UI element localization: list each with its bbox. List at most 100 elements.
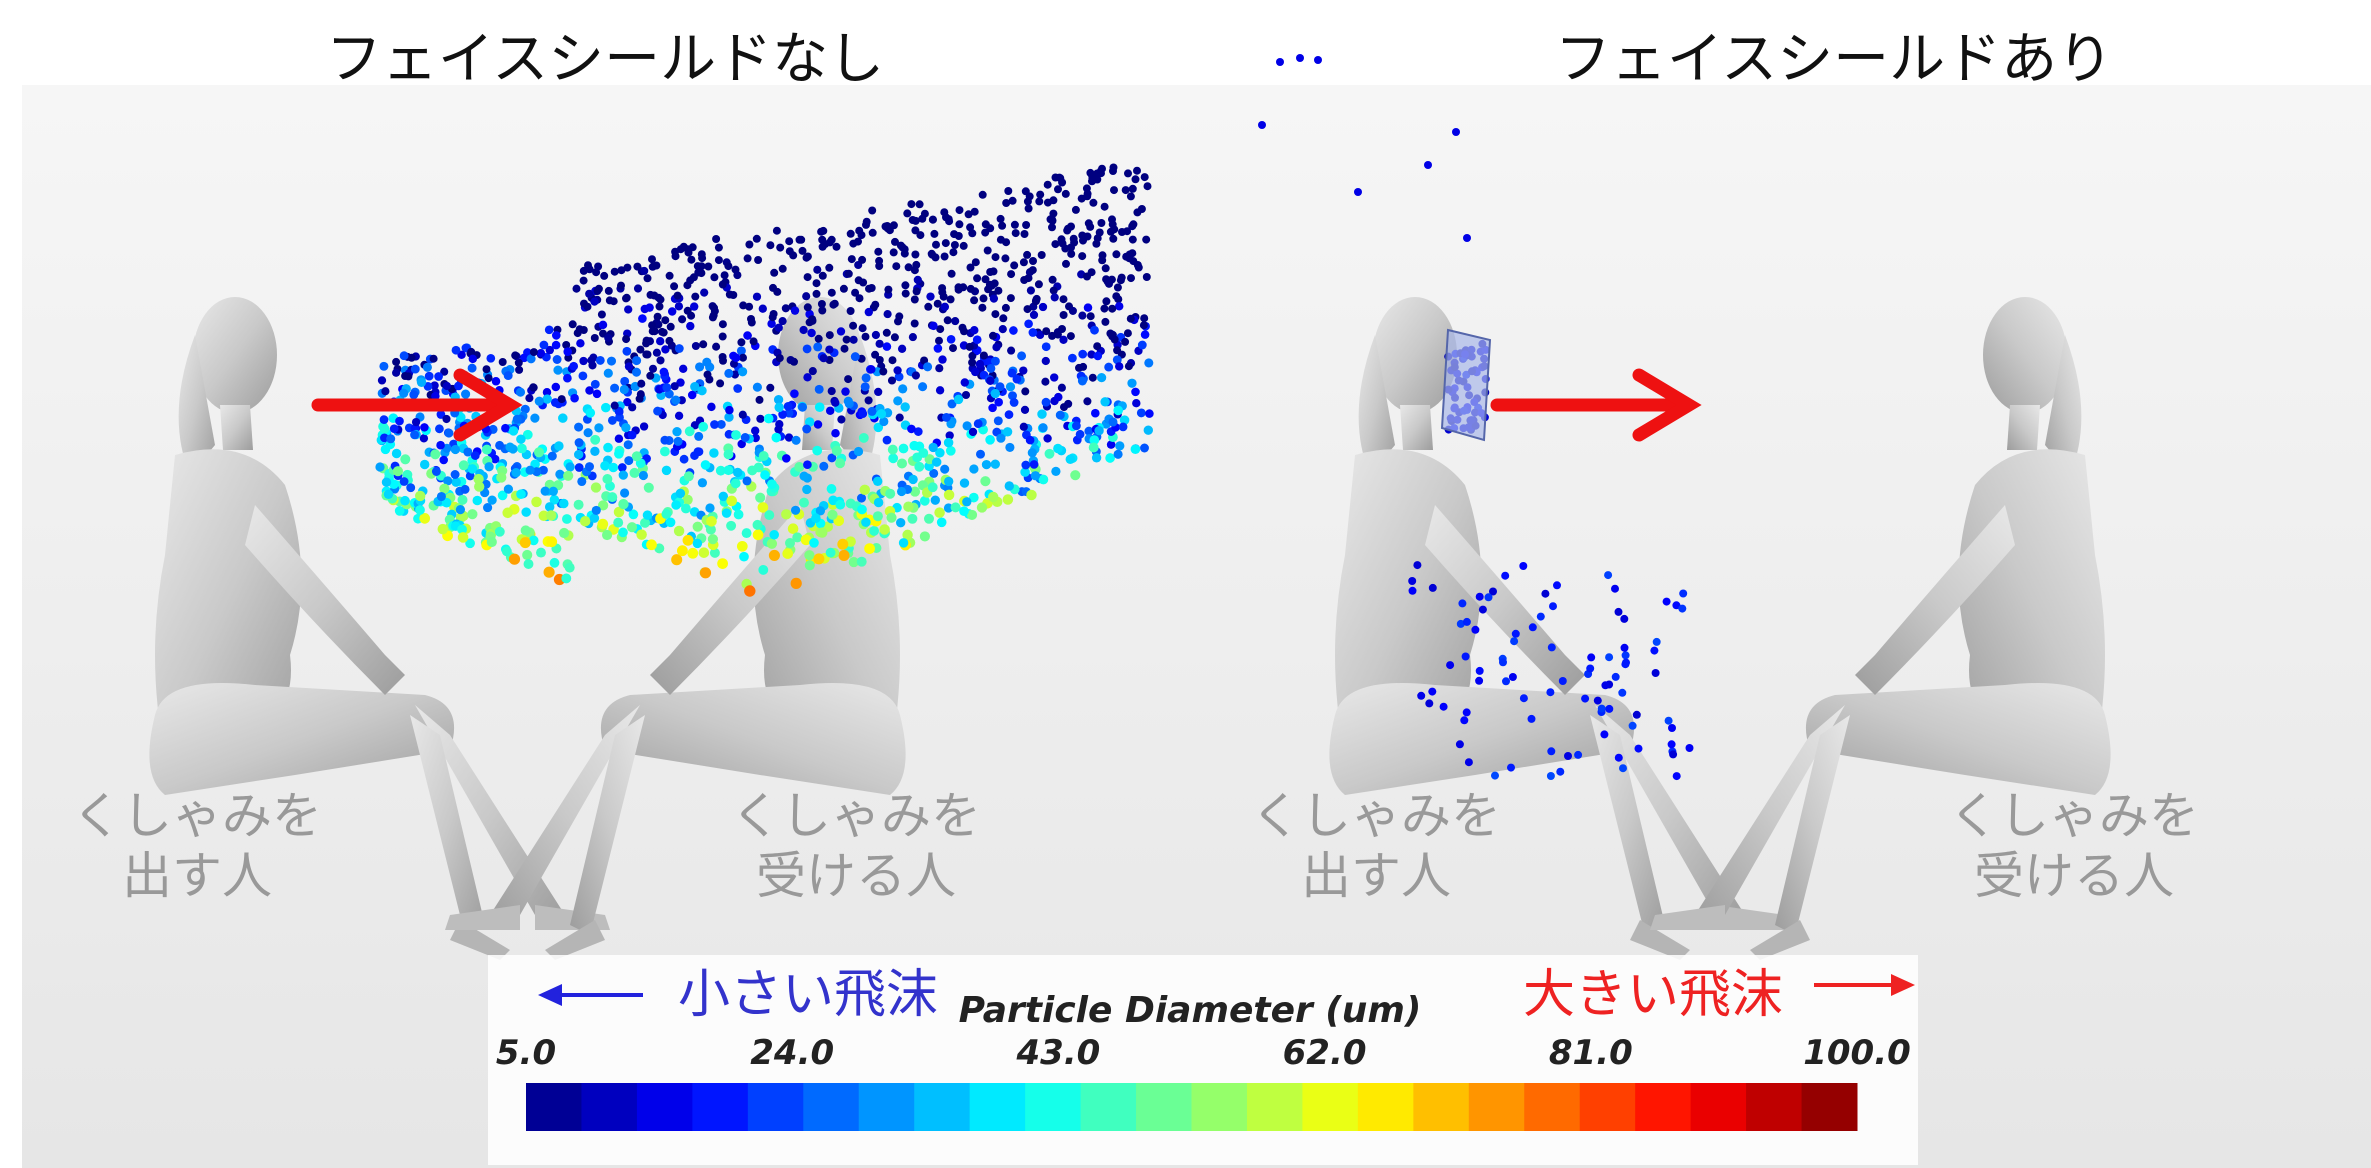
particle [1424,161,1432,169]
particle [919,531,930,542]
particle [705,524,716,535]
particle [457,524,467,535]
particle [1574,750,1583,759]
particle [910,295,919,304]
particle [590,446,600,456]
particle [1036,190,1045,199]
colorbar-swatch [1635,1083,1692,1131]
particle [1604,571,1613,580]
particle [1038,423,1048,433]
particle [894,372,904,382]
particle [1084,426,1094,436]
particle [910,319,919,328]
particle [710,303,718,312]
particle [901,289,910,298]
particle [601,402,611,413]
particle [1079,236,1087,245]
colorbar-swatch [1524,1083,1581,1131]
particle [638,314,647,323]
particle [721,508,732,518]
particle [1110,335,1119,344]
particle [1685,744,1694,752]
colorbar-swatch [1413,1083,1470,1131]
particle [968,492,979,503]
particle [549,495,560,505]
particle [861,517,871,528]
particle [1129,257,1138,266]
particle [829,300,838,309]
particle [628,403,637,412]
particle [687,390,697,400]
particle [1634,744,1643,753]
particle [889,221,898,230]
particle [912,260,921,269]
particle [1020,230,1029,238]
particle [1475,676,1484,685]
particle [915,200,924,209]
particle [400,495,410,506]
particle [595,355,605,365]
particle [1056,174,1065,183]
particle [772,226,781,235]
particle [627,430,637,440]
particle [809,537,819,548]
particle [1140,330,1150,339]
particle [817,227,826,236]
particle [409,390,419,400]
particle [737,338,746,347]
particle [536,348,546,358]
particle [767,319,776,329]
particle [424,371,434,381]
particle [1536,612,1545,621]
particle [752,529,764,541]
particle [563,470,574,481]
particle [559,527,570,539]
particle [620,488,630,498]
particle [703,370,712,379]
particle [776,243,785,252]
particle [912,287,921,296]
particle [962,497,972,507]
particle [392,368,401,377]
particle [1037,409,1047,419]
particle [675,488,686,499]
particle [622,335,631,344]
particle [1043,180,1052,189]
particle [1408,577,1417,585]
particle [511,468,521,478]
particle [787,523,799,535]
particle [1002,427,1013,437]
particle [940,464,950,474]
particle [908,474,918,485]
colorbar-swatch [581,1083,638,1131]
particle [831,398,840,407]
particle [666,322,675,331]
particle [515,365,524,374]
particle [1050,373,1059,382]
particle [1354,188,1362,196]
particle [585,462,594,472]
particle [943,316,952,325]
particle [1075,363,1083,372]
particle [592,389,602,399]
particle [520,404,530,414]
particle [976,502,988,513]
particle [538,510,550,522]
particle [624,362,634,371]
particle [514,358,523,367]
particle [774,402,784,413]
particle [770,268,779,277]
particle [613,506,625,518]
particle [652,348,661,357]
colorbar-swatch [1136,1083,1192,1131]
particle [1546,772,1555,780]
particle [990,388,1000,399]
particle [699,340,708,349]
particle [579,515,591,527]
particle [564,562,575,573]
particle [1059,295,1068,304]
particle [724,262,733,271]
particle [1507,763,1515,772]
particle [709,311,718,320]
particle [562,341,571,349]
